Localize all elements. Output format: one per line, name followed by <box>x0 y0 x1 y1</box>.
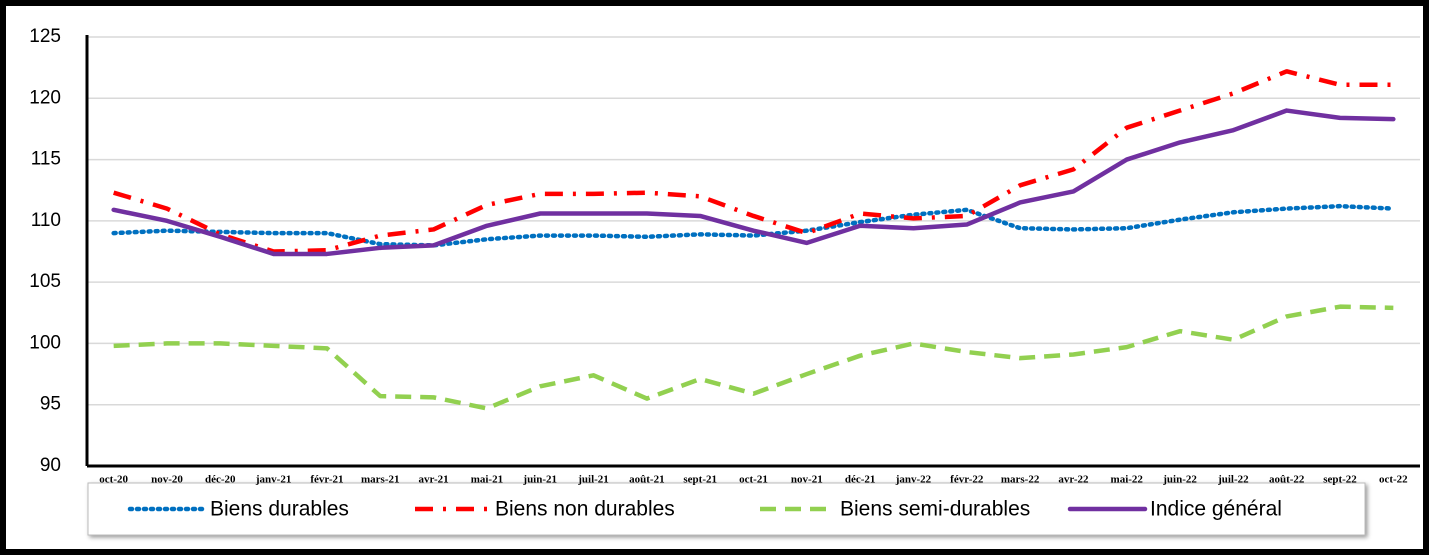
x-tick-label: déc-21 <box>845 474 876 486</box>
x-tick-label: févr-22 <box>950 474 984 486</box>
legend-box <box>87 482 1366 536</box>
x-tick-label: mars-21 <box>361 474 400 486</box>
x-tick-label: avr-22 <box>1058 474 1089 486</box>
x-tick-label: juil-22 <box>1217 474 1249 486</box>
y-tick-label: 105 <box>29 271 61 292</box>
x-tick-label: oct-20 <box>99 474 128 486</box>
x-tick-label: juin-21 <box>522 474 557 486</box>
x-tick-label: avr-21 <box>419 474 449 486</box>
series-line <box>113 304 1394 411</box>
x-tick-label: nov-21 <box>791 474 823 486</box>
x-tick-label: août-21 <box>629 474 664 486</box>
x-tick-label: mars-22 <box>1001 474 1040 486</box>
x-tick-label: oct-21 <box>739 474 768 486</box>
y-tick-label: 125 <box>29 26 61 47</box>
legend-label: Biens semi-durables <box>840 498 1030 521</box>
x-tick-label: nov-20 <box>151 474 183 486</box>
x-tick-label: août-22 <box>1269 474 1305 486</box>
x-tick-label: sept-21 <box>683 474 717 486</box>
legend-label: Indice général <box>1150 498 1282 521</box>
x-tick-label: sept-22 <box>1323 474 1357 486</box>
series-line <box>113 69 1394 254</box>
y-tick-label: 110 <box>31 210 61 231</box>
x-tick-label: févr-21 <box>310 474 343 486</box>
x-tick-label: oct-22 <box>1379 474 1408 486</box>
x-tick-label: mai-21 <box>471 474 503 486</box>
x-tick-label: juin-22 <box>1162 474 1197 486</box>
y-tick-label: 95 <box>40 394 61 415</box>
y-tick-label: 100 <box>29 332 61 353</box>
x-tick-label: mai-22 <box>1111 474 1144 486</box>
y-tick-label: 115 <box>31 149 61 170</box>
y-tick-label: 90 <box>40 455 61 476</box>
x-tick-label: déc-20 <box>205 474 236 486</box>
legend-label: Biens non durables <box>495 498 675 521</box>
series-line <box>111 108 1396 257</box>
legend-label: Biens durables <box>210 498 349 521</box>
y-tick-label: 120 <box>29 87 61 108</box>
x-tick-label: janv-22 <box>895 474 932 486</box>
x-tick-label: juil-21 <box>577 474 609 486</box>
x-tick-label: janv-21 <box>255 474 291 486</box>
series-line <box>111 203 1396 248</box>
